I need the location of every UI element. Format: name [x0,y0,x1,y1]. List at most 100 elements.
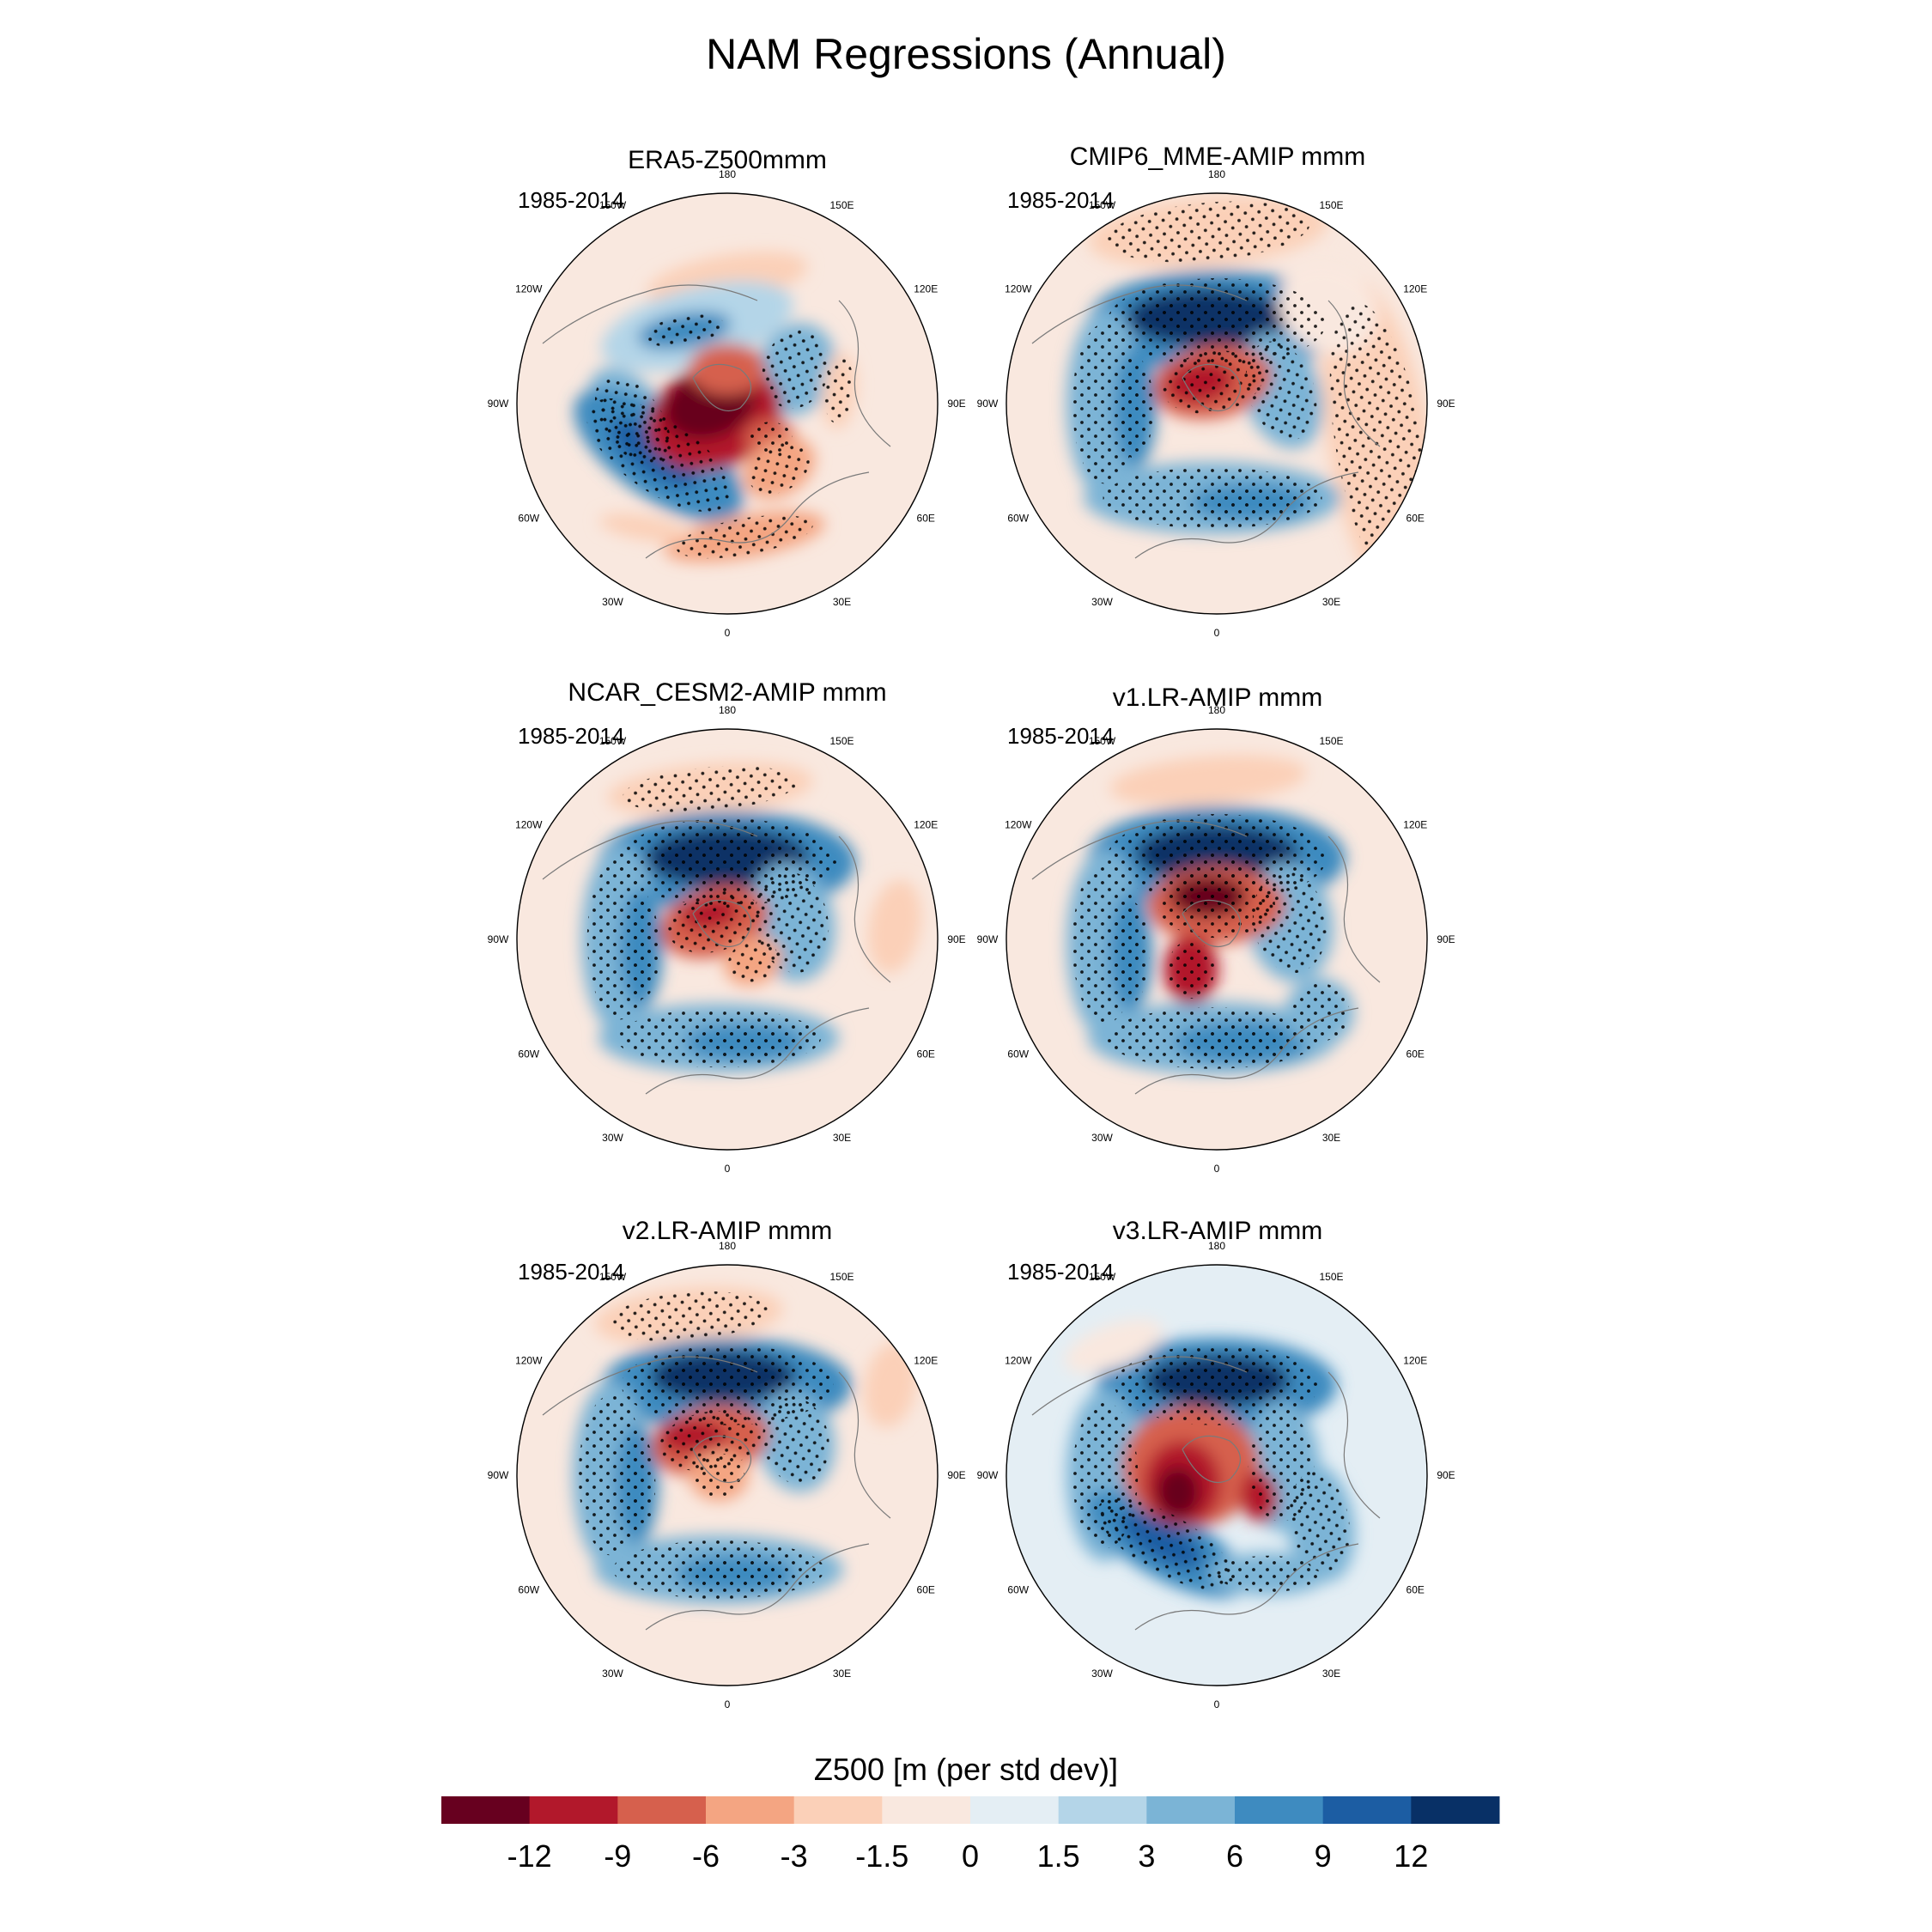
field-layer [581,762,922,1072]
longitude-label: 90E [1437,398,1455,410]
significance-stipple [660,1354,786,1399]
significance-stipple [693,1026,796,1059]
significance-stipple [1289,1472,1351,1573]
longitude-label: 60E [1406,1048,1425,1060]
panel-period-cmip6: 1985-2014 [1007,187,1115,213]
longitude-label: 150E [1319,735,1343,747]
colorbar-bin [1235,1796,1324,1824]
significance-stipple [1097,1498,1234,1590]
longitude-label: 60E [917,513,935,525]
longitude-label: 90E [947,1469,965,1481]
panel-title-cmip6: CMIP6_MME-AMIP mmm [1069,143,1366,171]
significance-stipple [1139,293,1278,343]
longitude-label: 150E [829,735,854,747]
map-boundary [1005,728,1428,1151]
longitude-label: 90W [977,398,999,410]
significance-stipple [618,1432,656,1535]
significance-stipple [1175,878,1242,914]
significance-stipple [1291,983,1349,1042]
field-layer [573,1286,917,1604]
colorbar-tick-label: -9 [604,1838,631,1874]
longitude-label: 90E [947,398,965,410]
significance-stipple [644,314,725,347]
significance-stipple [658,832,797,884]
longitude-label: 30W [1091,1668,1113,1680]
longitude-label: 60W [1007,513,1029,525]
longitude-label: 90E [1437,933,1455,945]
field-layer [574,251,857,562]
field-layer [1064,1319,1356,1598]
colorbar-bin [1058,1796,1147,1824]
significance-stipple [676,514,813,559]
significance-stipple [1245,341,1317,440]
field-anomaly [1109,755,1307,806]
significance-stipple [1112,901,1150,1004]
map-panel-era5: 180 150E 120E 90E 60E 30E 0 30W 60W 90W 120W 150W [488,168,966,639]
longitude-label: 120W [1005,819,1032,831]
significance-stipple [1106,201,1310,263]
longitude-label: 150W [599,735,627,747]
longitude-label: 60W [518,513,539,525]
significance-stipple [727,939,779,982]
longitude-label: 90E [1437,1469,1455,1481]
coastlines [1031,284,1381,559]
longitude-label: 120E [914,1355,938,1367]
panel-title-v3: v3.LR-AMIP mmm [1112,1217,1323,1245]
colorbar-bin [706,1796,795,1824]
colorbar-bin [882,1796,971,1824]
longitude-label: 30E [1322,1132,1340,1144]
colorbar-tick-label: -3 [781,1838,808,1874]
significance-stipple [684,1558,787,1590]
significance-stipple [823,357,854,424]
significance-stipple [623,896,660,999]
colorbar-tick-label: -6 [692,1838,720,1874]
longitude-label: 120W [1005,1355,1032,1367]
significance-stipple [1200,486,1303,519]
longitude-label: 60W [518,1048,539,1060]
coastlines [542,820,891,1095]
panel-period-v3: 1985-2014 [1007,1259,1115,1285]
colorbar-tick-label: -12 [507,1838,552,1874]
significance-stipple [1167,940,1215,999]
longitude-label: 30W [602,1668,623,1680]
map-panel-v1: 180 150E 120E 90E 60E 30E 0 30W 60W 90W 120W 150W [977,704,1455,1175]
coastlines [542,284,891,559]
longitude-label: 120W [1005,283,1032,295]
longitude-label: 0 [1214,1698,1220,1710]
panel-title-v1: v1.LR-AMIP mmm [1112,683,1323,712]
longitude-label: 30W [1091,596,1113,608]
map-panel-cmip6: 180 150E 120E 90E 60E 30E 0 30W 60W 90W 120W 150W [977,168,1455,639]
significance-stipple [762,330,830,409]
colorbar-title: Z500 [m (per std dev)] [813,1752,1119,1787]
colorbar-tick-label: 9 [1315,1838,1332,1874]
panel-title-cesm2: NCAR_CESM2-AMIP mmm [568,678,887,707]
significance-stipple [586,398,731,512]
coastlines [1031,820,1381,1095]
longitude-label: 180 [1208,1240,1225,1252]
coastlines [542,1356,891,1631]
significance-stipple [1217,1555,1320,1593]
significance-stipple [1154,1358,1279,1403]
coastlines [1031,1356,1381,1631]
field-layer [1066,755,1354,1074]
longitude-label: 150W [1089,199,1116,211]
longitude-label: 150E [1319,1271,1343,1283]
panel-title-era5: ERA5-Z500mmm [628,146,827,174]
longitude-label: 0 [725,1698,731,1710]
colorbar-tick-label: -1.5 [855,1838,908,1874]
longitude-label: 30W [1091,1132,1113,1144]
panel-period-v1: 1985-2014 [1007,723,1115,749]
longitude-label: 60W [1007,1048,1029,1060]
longitude-label: 120E [1403,1355,1427,1367]
colorbar-bin [617,1796,707,1824]
longitude-label: 0 [1214,1163,1220,1175]
significance-stipple [1116,356,1154,459]
map-panel-v3: 180 150E 120E 90E 60E 30E 0 30W 60W 90W 120W 150W [977,1240,1455,1710]
longitude-label: 120E [1403,819,1427,831]
longitude-label: 60E [917,1584,935,1596]
longitude-label: 30E [833,596,851,608]
significance-stipple [623,766,798,812]
longitude-label: 30E [1322,1668,1340,1680]
longitude-label: 90W [488,398,509,410]
